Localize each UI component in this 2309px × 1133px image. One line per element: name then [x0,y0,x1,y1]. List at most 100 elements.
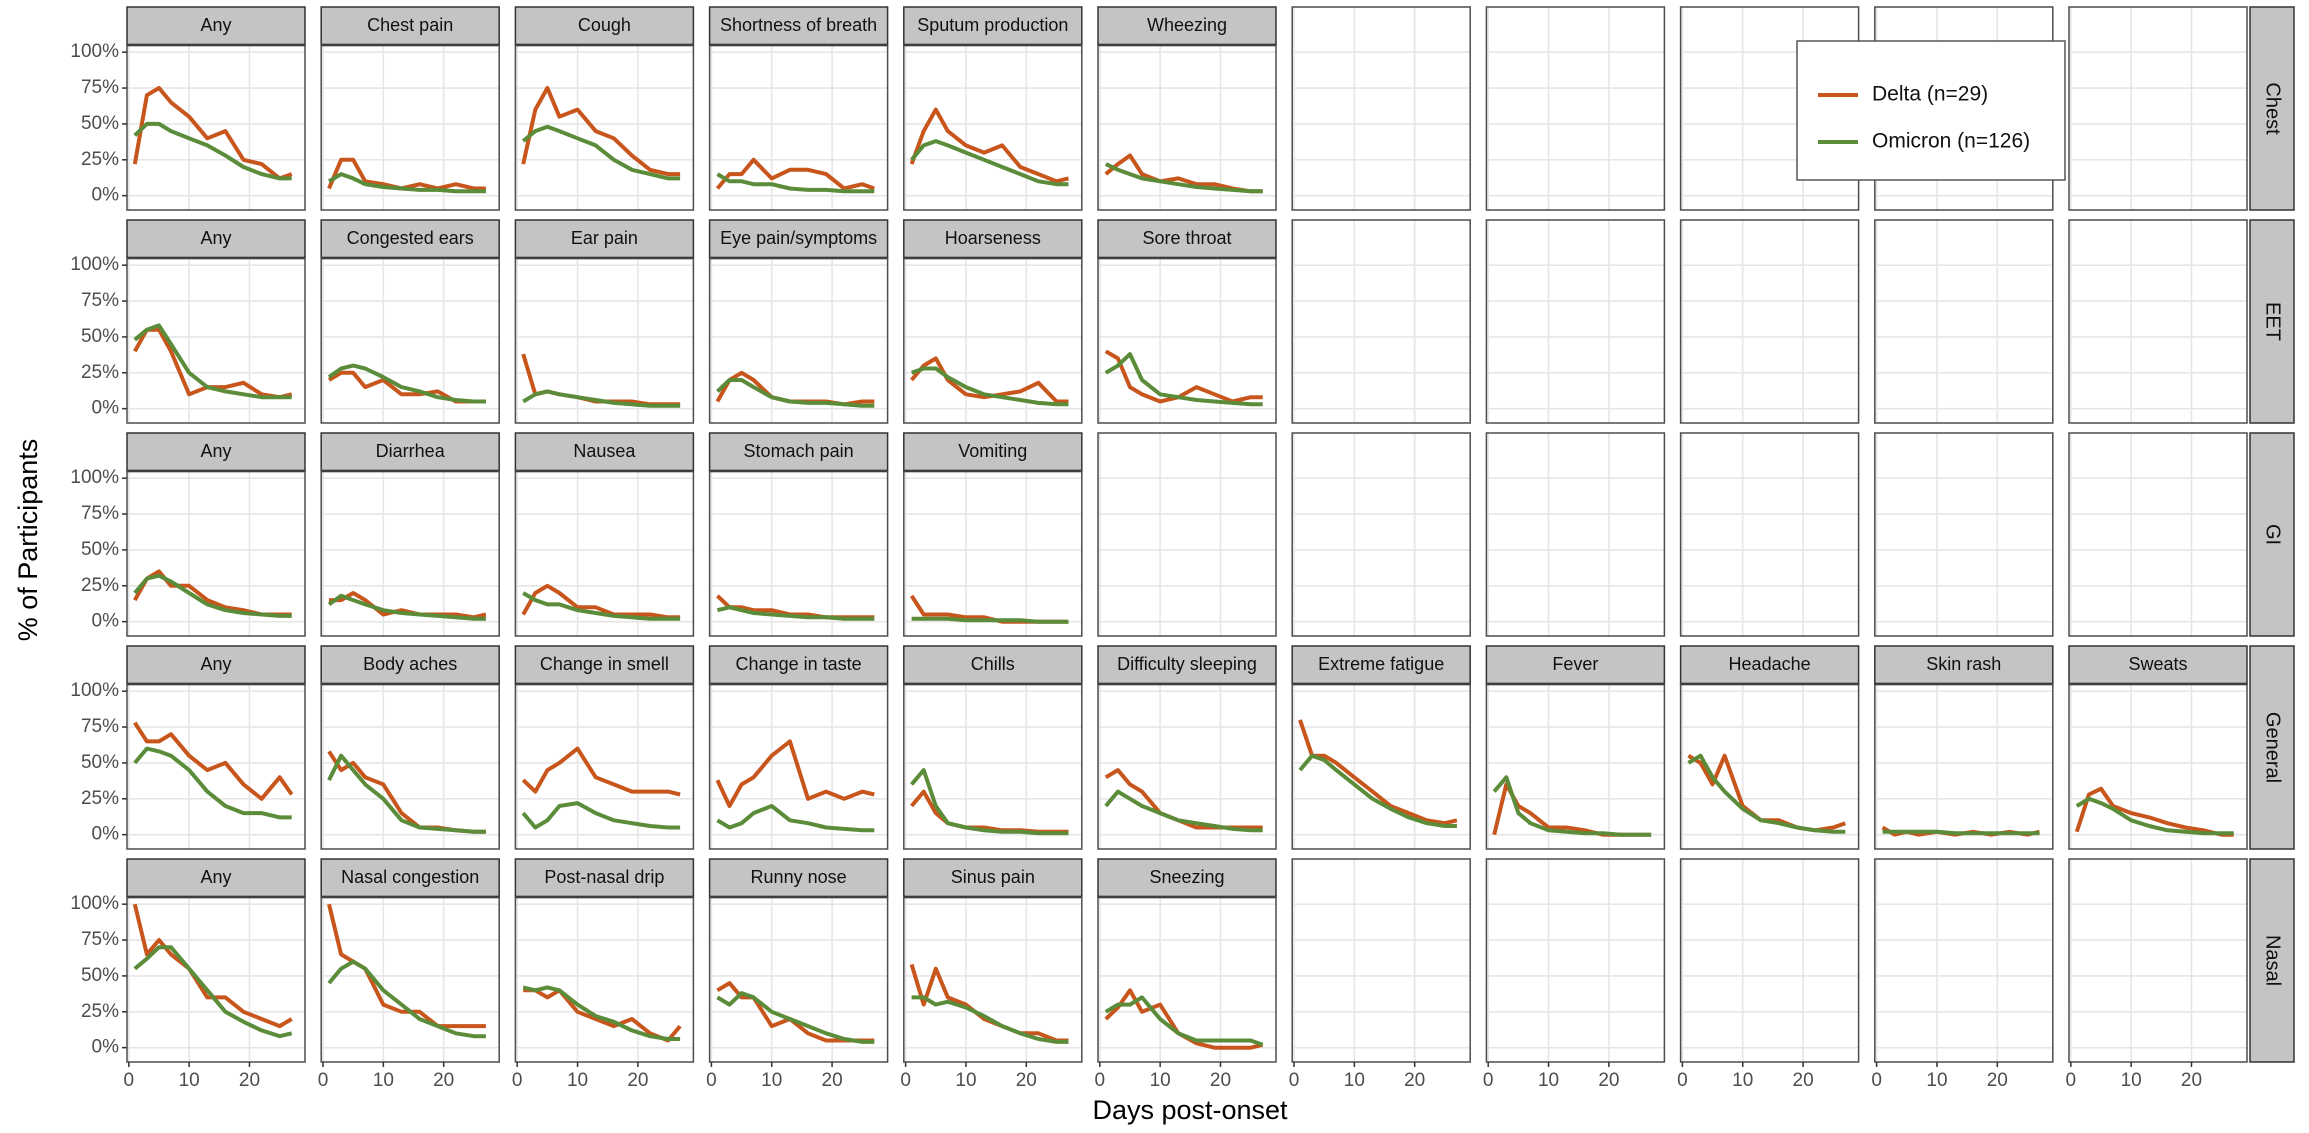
panel-border [1291,6,1471,211]
panel-border [1874,432,2054,637]
panel-title: Sneezing [1149,867,1224,887]
strip [514,858,695,898]
strip [1291,645,1471,685]
series-line [910,768,1069,836]
strip [708,6,889,46]
panel-border [1485,6,1666,211]
panel-title: Congested ears [347,228,474,248]
strip [903,219,1083,259]
panel-border [320,44,500,211]
panel-background [1874,220,2053,423]
panel-background [1486,220,1665,423]
x-tick-label: 10 [1926,1070,1947,1091]
x-tick-label: 10 [761,1070,782,1091]
panel-background [903,471,1082,636]
y-tick-label: 25% [81,362,119,383]
y-tick-label: 75% [81,77,119,98]
x-tick-label: 10 [567,1070,588,1091]
series-line [910,366,1069,407]
panel-background [515,258,694,423]
panel-background [709,258,888,423]
panel-background [1486,433,1665,636]
series-line [133,945,293,1039]
series-line [909,963,1069,1043]
x-tick-label: 0 [1483,1070,1494,1091]
panel-border [1874,219,2054,424]
series-line [327,903,486,1029]
panel-title: Sinus pain [951,867,1035,887]
y-tick-label: 100% [70,41,119,62]
panel-border [1291,219,1471,424]
panel-title: Hoarseness [945,228,1041,248]
panel-border [708,896,889,1063]
series-line [1104,995,1264,1047]
panel-border [903,257,1083,424]
strip [1097,6,1277,46]
panel-background [1292,7,1471,210]
x-tick-label: 0 [900,1070,911,1091]
series-line [133,721,294,801]
series-line [521,583,681,620]
panel-border [320,896,500,1063]
strip [514,6,695,46]
strip [1485,645,1666,685]
row-strip [2249,858,2295,1063]
panel-title: Runny nose [751,867,847,887]
panel-background [2069,220,2247,423]
panel-border [514,683,695,850]
series-line [910,139,1069,187]
row-strip [2249,6,2295,211]
y-tick-label: 100% [70,467,119,488]
panel-border [903,896,1083,1063]
series-line [1882,829,2040,836]
series-line [715,157,875,191]
panel-border [2068,6,2248,211]
legend-box [1796,40,2066,181]
panel-border [126,470,306,637]
panel-background [1680,433,1859,636]
panel-border [903,683,1083,850]
panel-border [320,683,500,850]
panel-title: Ear pain [571,228,638,248]
y-tick-label: 25% [81,149,119,170]
x-tick-label: 10 [2121,1070,2142,1091]
series-line [133,323,292,400]
panel-border [1097,683,1277,850]
panel-border [2068,432,2248,637]
x-tick-label: 0 [512,1070,523,1091]
strip [514,645,695,685]
series-line [521,124,681,181]
series-line [521,746,681,797]
panel-background [127,45,305,210]
y-tick-label: 75% [81,929,119,950]
strip [903,432,1083,472]
x-tick-label: 10 [1732,1070,1753,1091]
panel-border [1485,858,1666,1063]
panel-border [708,257,889,424]
panel-border [1485,219,1666,424]
x-tick-label: 20 [1210,1070,1231,1091]
y-tick-label: 25% [81,1001,119,1022]
y-tick-label: 100% [70,893,119,914]
y-tick-label: 50% [81,113,119,134]
y-tick-label: 0% [92,1037,120,1058]
legend-label: Delta (n=29) [1872,83,1988,106]
series-line [522,985,681,1041]
panel-border [1291,858,1471,1063]
x-tick-label: 0 [1677,1070,1688,1091]
panel-background [1292,220,1471,423]
series-line [911,995,1069,1044]
panel-background [321,45,500,210]
x-axis-title: Days post-onset [1092,1095,1288,1125]
strip [126,219,306,259]
strip [320,219,500,259]
row-label: EET [2262,302,2284,341]
panel-background [1292,433,1471,636]
panel-background [515,471,694,636]
y-tick-label: 75% [81,503,119,524]
panel-border [708,683,889,850]
x-tick-label: 20 [2181,1070,2202,1091]
x-tick-label: 10 [955,1070,976,1091]
